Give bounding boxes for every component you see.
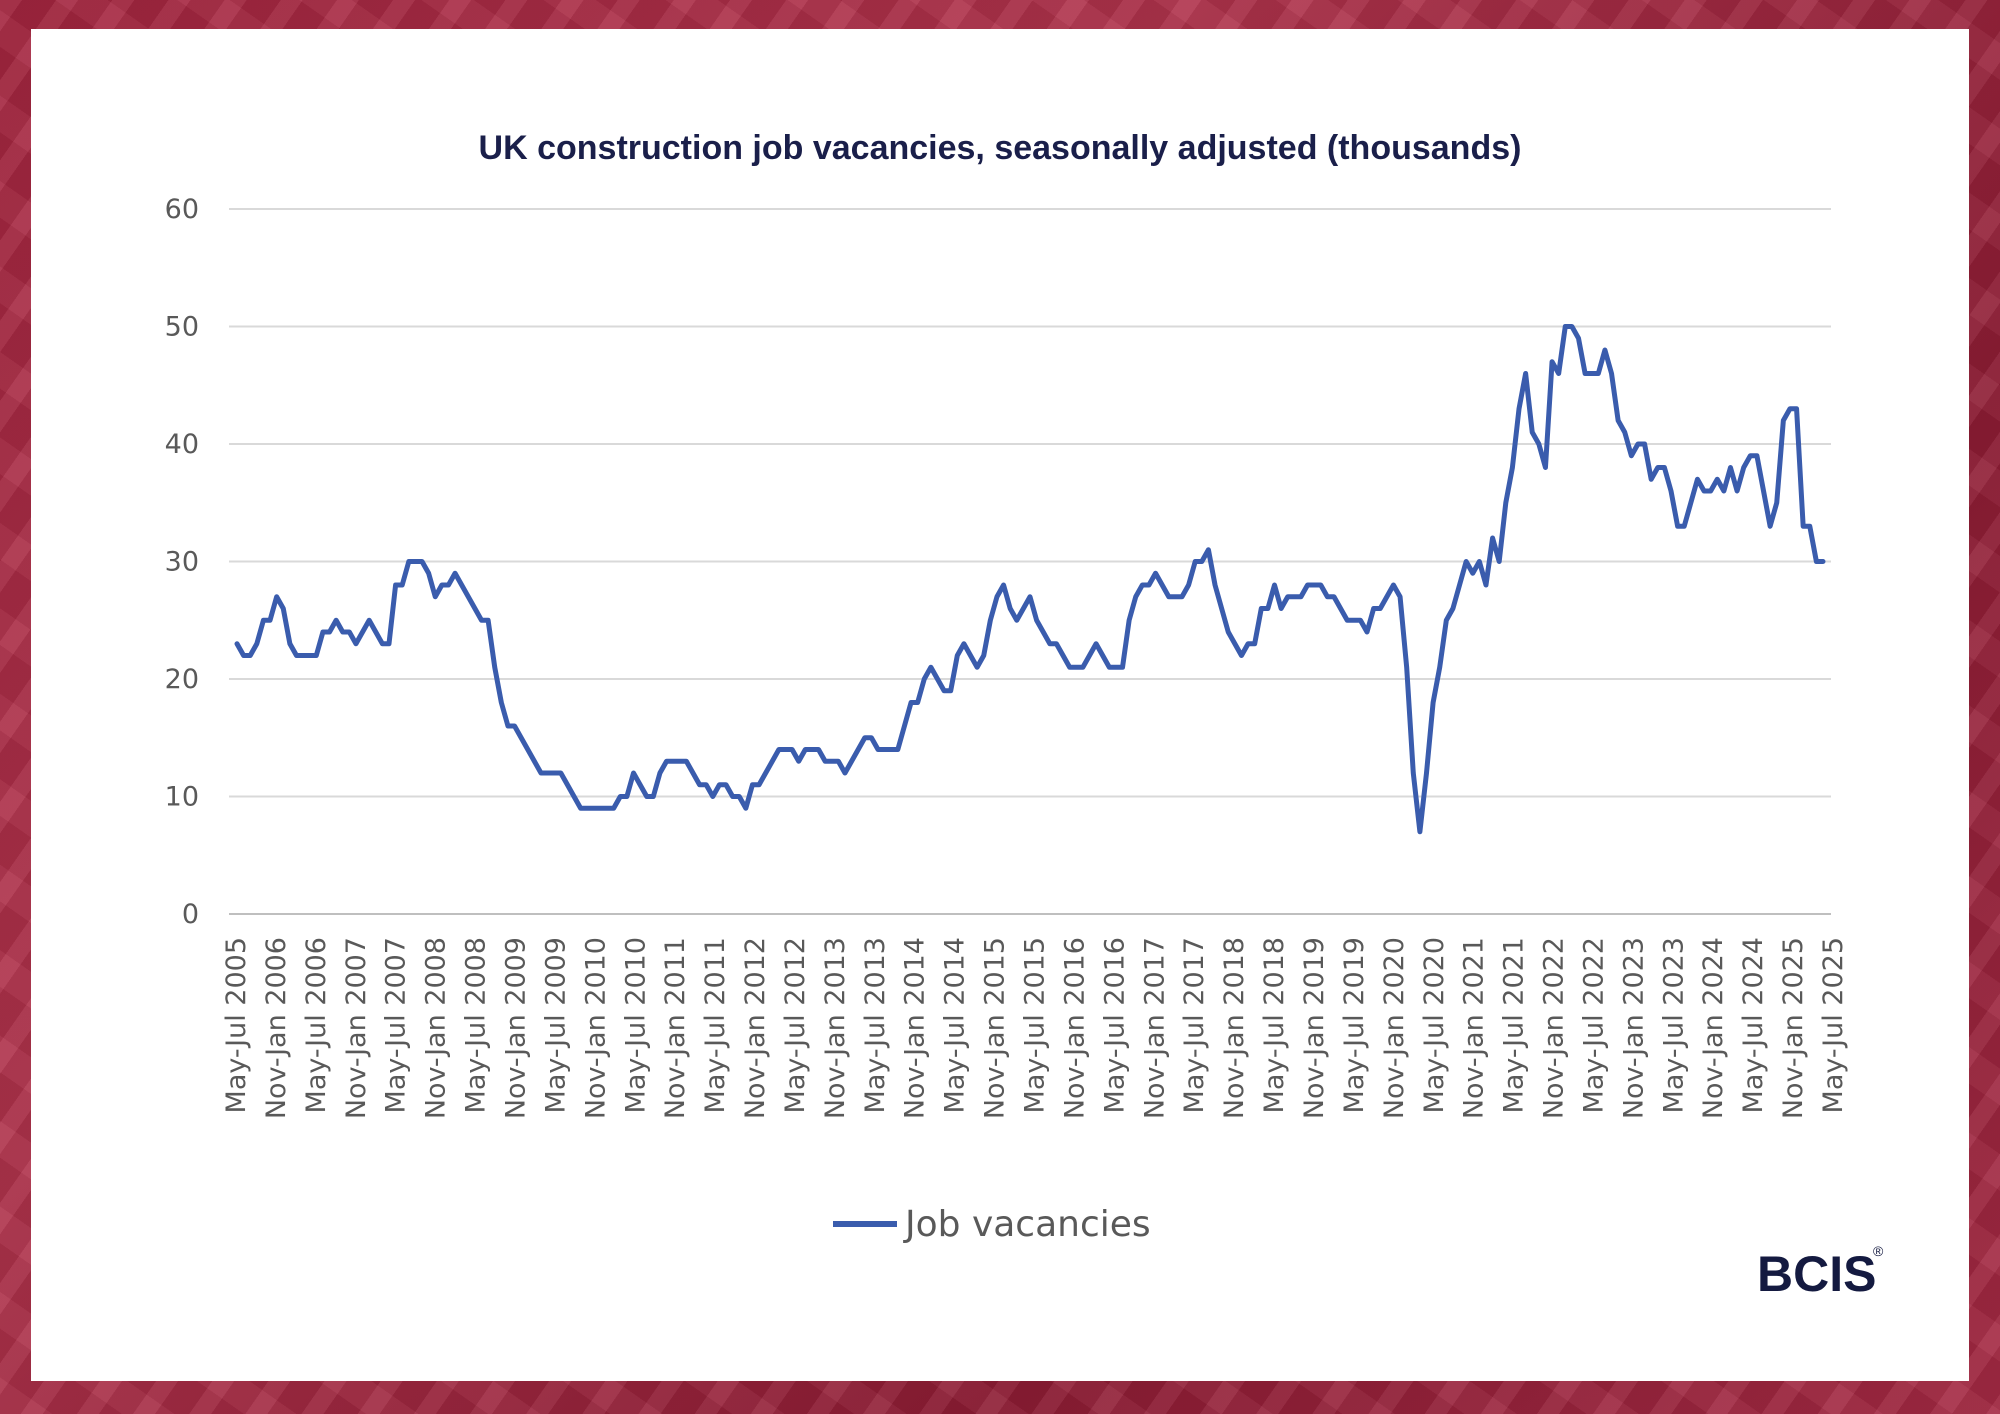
x-tick-label: May-Jul 2022 [1578, 937, 1609, 1113]
x-tick-label: May-Jul 2011 [700, 937, 731, 1113]
x-tick-label: Nov-Jan 2018 [1219, 937, 1250, 1119]
x-tick-label: Nov-Jan 2019 [1299, 937, 1330, 1119]
x-tick-label: May-Jul 2017 [1179, 937, 1210, 1113]
x-axis-ticks: May-Jul 2005 Nov-Jan 2006 May-Jul 2006 Nov-… [221, 937, 1849, 1119]
x-tick-label: Nov-Jan 2017 [1139, 937, 1170, 1119]
line-chart: UK construction job vacancies, seasonall… [165, 129, 1884, 1302]
x-tick-label: May-Jul 2021 [1499, 937, 1530, 1113]
x-tick-label: May-Jul 2008 [461, 937, 492, 1113]
y-tick-label: 0 [182, 899, 199, 930]
x-tick-label: Nov-Jan 2021 [1459, 937, 1490, 1119]
logo-registered-mark: ® [1873, 1243, 1884, 1259]
logo-text: BCIS [1757, 1246, 1876, 1302]
x-tick-label: May-Jul 2013 [860, 937, 891, 1113]
x-tick-label: May-Jul 2009 [540, 937, 571, 1113]
y-tick-label: 50 [165, 312, 199, 343]
legend[interactable]: Job vacancies [833, 1204, 1151, 1245]
x-tick-label: Nov-Jan 2020 [1379, 937, 1410, 1119]
x-tick-label: May-Jul 2019 [1339, 937, 1370, 1113]
x-tick-label: Nov-Jan 2022 [1539, 937, 1570, 1119]
x-tick-label: Nov-Jan 2008 [421, 937, 452, 1119]
x-tick-label: Nov-Jan 2007 [341, 937, 372, 1119]
x-tick-label: May-Jul 2006 [301, 937, 332, 1113]
y-tick-label: 60 [165, 194, 199, 225]
x-tick-label: Nov-Jan 2016 [1059, 937, 1090, 1119]
y-axis-ticks: 0 10 20 30 40 50 60 [165, 194, 199, 930]
x-tick-label: May-Jul 2012 [780, 937, 811, 1113]
x-tick-label: May-Jul 2005 [221, 937, 252, 1113]
chart-title: UK construction job vacancies, seasonall… [479, 129, 1522, 167]
x-tick-label: Nov-Jan 2010 [580, 937, 611, 1119]
x-tick-label: Nov-Jan 2015 [980, 937, 1011, 1119]
legend-label: Job vacancies [903, 1204, 1151, 1245]
x-tick-label: May-Jul 2023 [1658, 937, 1689, 1113]
x-tick-label: May-Jul 2024 [1738, 937, 1769, 1113]
x-tick-label: Nov-Jan 2024 [1698, 937, 1729, 1119]
x-tick-label: Nov-Jan 2012 [740, 937, 771, 1119]
x-tick-label: Nov-Jan 2014 [900, 937, 931, 1119]
series-group [234, 324, 1826, 835]
y-tick-label: 40 [165, 429, 199, 460]
x-tick-label: May-Jul 2010 [620, 937, 651, 1113]
x-tick-label: May-Jul 2016 [1099, 937, 1130, 1113]
x-tick-label: May-Jul 2018 [1259, 937, 1290, 1113]
x-tick-label: Nov-Jan 2025 [1778, 937, 1809, 1119]
y-tick-label: 30 [165, 547, 199, 578]
x-tick-label: May-Jul 2007 [381, 937, 412, 1113]
bcis-logo: BCIS ® [1757, 1243, 1884, 1302]
chart-card: UK construction job vacancies, seasonall… [31, 29, 1969, 1381]
x-tick-label: May-Jul 2015 [1020, 937, 1051, 1113]
gridlines [229, 208, 1831, 915]
x-tick-label: May-Jul 2014 [940, 937, 971, 1113]
x-tick-label: Nov-Jan 2013 [820, 937, 851, 1119]
x-tick-label: Nov-Jan 2011 [660, 937, 691, 1119]
x-tick-label: May-Jul 2025 [1818, 937, 1849, 1113]
x-tick-label: Nov-Jan 2023 [1618, 937, 1649, 1119]
x-tick-label: May-Jul 2020 [1419, 937, 1450, 1113]
y-tick-label: 10 [165, 782, 199, 813]
x-tick-label: Nov-Jan 2009 [500, 937, 531, 1119]
y-tick-label: 20 [165, 664, 199, 695]
series-line-job-vacancies [234, 324, 1826, 835]
x-tick-label: Nov-Jan 2006 [261, 937, 292, 1119]
